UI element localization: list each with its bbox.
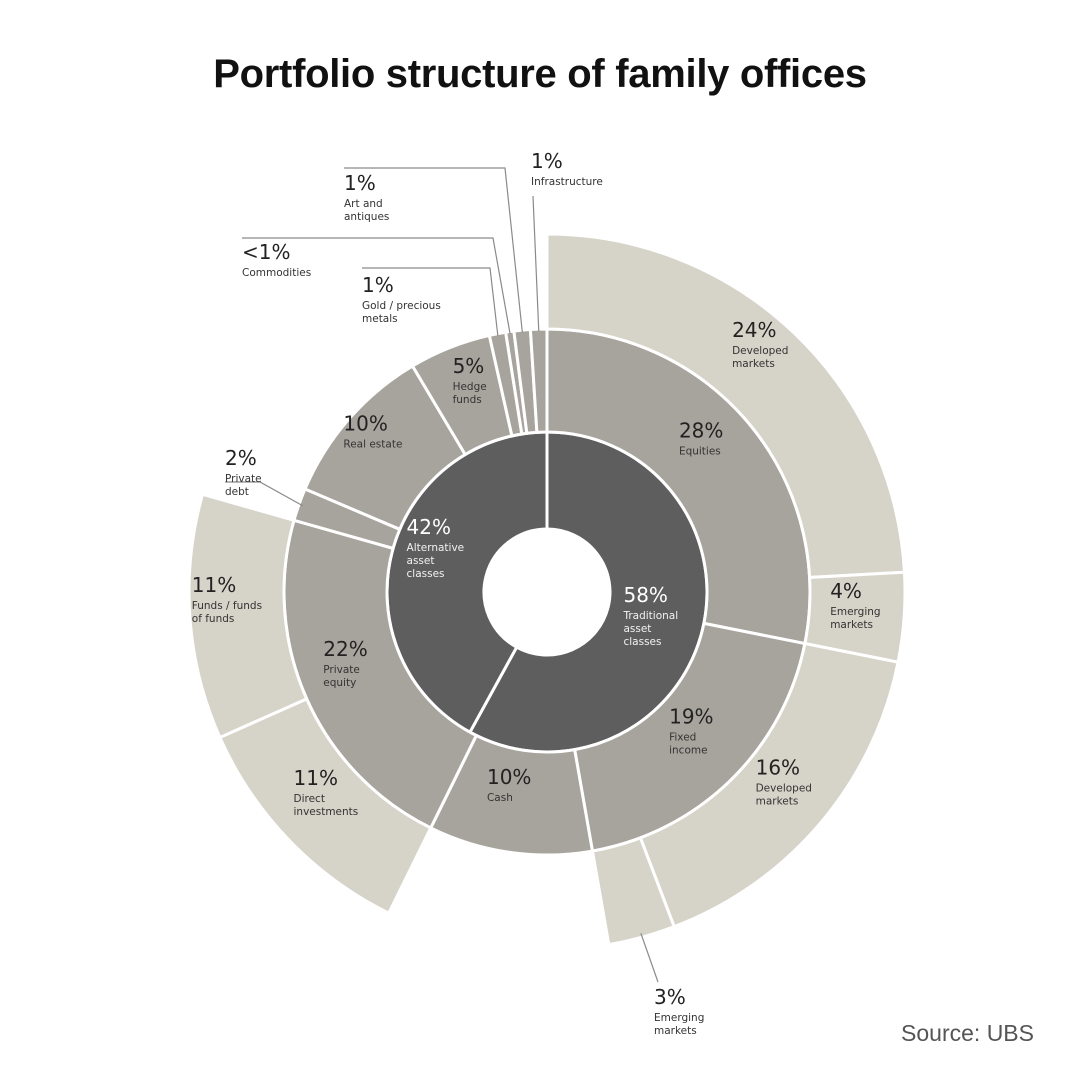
middle-ring — [282, 327, 812, 857]
middle-cash-label: Cash — [487, 792, 513, 804]
inner-alternative-label: Alternative — [407, 542, 465, 554]
outer-developed-markets-0-label: Developed — [732, 345, 788, 357]
chart-title: Portfolio structure of family offices — [213, 52, 867, 96]
outer-funds-funds-of-funds-5-label: Funds / funds — [192, 600, 262, 612]
outer-developed-markets-0-label: markets — [732, 358, 775, 370]
outer-emerging-3-leader — [640, 933, 659, 983]
outer-emerging-markets-1-label: Emerging — [830, 606, 880, 618]
middle-real-estate-label: Real estate — [343, 438, 402, 450]
outer-direct-investments-4-label: investments — [294, 806, 359, 818]
outer-segment-developed-markets-0 — [545, 232, 907, 580]
middle-cash-value: 10% — [487, 765, 531, 789]
middle-fixed-income-label: income — [669, 745, 707, 757]
outer-developed-markets-2-value: 16% — [756, 755, 800, 779]
inner-alternative-label: asset — [407, 555, 435, 567]
outer-segment-emerging-markets-3 — [590, 835, 677, 947]
outer-segment-funds-funds-of-funds-5 — [187, 492, 309, 740]
inner-alternative-label: classes — [407, 568, 445, 580]
segment-labels: 58%Traditionalassetclasses42%Alternative… — [192, 149, 881, 1037]
source-note: Source: UBS — [901, 1020, 1034, 1046]
outer-emerging-markets-1-value: 4% — [830, 579, 862, 603]
middle-commodities-value: <1% — [242, 240, 291, 264]
middle-real-estate-value: 10% — [343, 411, 387, 435]
outer-direct-investments-4-value: 11% — [294, 766, 338, 790]
middle-fixed-income-label: Fixed — [669, 732, 696, 744]
outer-funds-funds-of-funds-5-label: of funds — [192, 613, 235, 625]
inner-traditional-value: 58% — [623, 583, 667, 607]
middle-art-value: 1% — [344, 171, 376, 195]
inner-alternative-value: 42% — [407, 515, 451, 539]
middle-gold-label: Gold / precious — [362, 300, 441, 312]
outer-developed-markets-2-label: Developed — [756, 782, 812, 794]
leader-lines — [225, 167, 659, 983]
outer-emerging-markets-1-label: markets — [830, 619, 873, 631]
middle-private-debt-label: Private — [225, 473, 262, 485]
outer-developed-markets-0-value: 24% — [732, 318, 776, 342]
middle-private-debt-leader — [225, 481, 304, 507]
middle-gold-label: metals — [362, 313, 398, 325]
inner-traditional-label: asset — [623, 623, 651, 635]
outer-emerging-3-value: 3% — [654, 985, 686, 1009]
middle-fixed-income-value: 19% — [669, 705, 713, 729]
middle-private-debt-label: debt — [225, 486, 249, 498]
middle-art-label: Art and — [344, 198, 383, 210]
outer-emerging-3-label: markets — [654, 1025, 697, 1037]
middle-gold-value: 1% — [362, 273, 394, 297]
middle-hedge-funds-value: 5% — [453, 354, 485, 378]
outer-funds-funds-of-funds-5-value: 11% — [192, 573, 236, 597]
middle-private-equity-value: 22% — [323, 637, 367, 661]
middle-infrastructure-value: 1% — [531, 149, 563, 173]
middle-art-label: antiques — [344, 211, 389, 223]
middle-private-equity-label: equity — [323, 677, 356, 689]
outer-emerging-3-label: Emerging — [654, 1012, 704, 1024]
middle-infrastructure-leader — [532, 195, 540, 332]
middle-art-leader — [344, 167, 523, 333]
middle-infrastructure-label: Infrastructure — [531, 176, 603, 188]
middle-segment-infrastructure — [528, 327, 549, 434]
middle-commodities-label: Commodities — [242, 267, 311, 279]
middle-equities-label: Equities — [679, 446, 721, 458]
outer-direct-investments-4-label: Direct — [294, 793, 325, 805]
middle-hedge-funds-label: funds — [453, 394, 482, 406]
middle-private-debt-value: 2% — [225, 446, 257, 470]
inner-traditional-label: classes — [623, 636, 661, 648]
outer-ring — [187, 232, 907, 947]
middle-hedge-funds-label: Hedge — [453, 381, 487, 393]
middle-private-equity-label: Private — [323, 664, 360, 676]
outer-developed-markets-2-label: markets — [756, 795, 799, 807]
inner-traditional-label: Traditional — [622, 610, 678, 622]
middle-equities-value: 28% — [679, 419, 723, 443]
middle-gold-leader — [362, 267, 499, 336]
middle-commodities-leader — [242, 237, 511, 334]
